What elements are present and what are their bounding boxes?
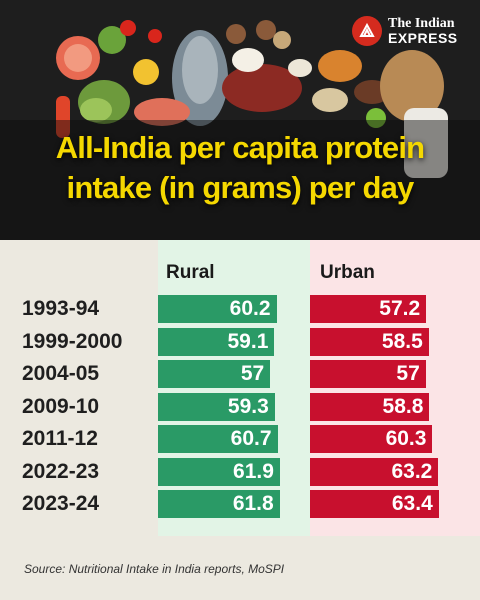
row-label: 2011-12 xyxy=(22,427,98,450)
rural-bar: 59.3 xyxy=(158,392,275,421)
brand-line-2: EXPRESS xyxy=(388,30,458,46)
brand-logo-icon xyxy=(352,16,382,46)
urban-bar: 60.3 xyxy=(310,425,433,453)
brand-logo: The Indian EXPRESS xyxy=(352,16,458,46)
chart-title-line-2: intake (in grams) per day xyxy=(66,170,415,205)
urban-bar: 58.8 xyxy=(310,392,430,421)
row-label: 2023-24 xyxy=(22,492,100,515)
urban-bar: 57.2 xyxy=(310,295,427,323)
rural-bar: 59.1 xyxy=(158,327,275,356)
brand-mark-icon xyxy=(359,22,375,37)
footer: Source: Nutritional Intake in India repo… xyxy=(0,536,480,600)
urban-bar: 63.2 xyxy=(310,457,439,486)
urban-bar: 57 xyxy=(310,360,426,388)
header-banner: The Indian EXPRESS All-India per capita … xyxy=(0,0,480,240)
chart-title-line-1: All-India per capita protein xyxy=(55,130,425,165)
food-photo-illustration xyxy=(0,0,480,240)
urban-bar: 58.5 xyxy=(310,327,429,356)
rural-bar: 60.2 xyxy=(158,295,277,323)
urban-column-background xyxy=(310,240,480,536)
chart-table: Rural Urban 1993-94 60.2 57.2 1999-2000 59.1… xyxy=(0,240,480,536)
source-note: Source: Nutritional Intake in India repo… xyxy=(24,562,285,576)
rural-column-background xyxy=(158,240,310,536)
brand-line-1: The Indian xyxy=(388,16,455,31)
chart-title: All-India per capita protein intake (in … xyxy=(0,128,480,208)
urban-bar: 63.4 xyxy=(310,490,439,518)
rural-bar: 57 xyxy=(158,360,271,388)
row-label: 1999-2000 xyxy=(22,329,123,353)
rural-bar: 61.9 xyxy=(158,457,280,486)
row-label: 2022-23 xyxy=(22,459,100,483)
legend-urban: Urban xyxy=(320,262,375,283)
legend-rural: Rural xyxy=(166,262,215,283)
row-label: 2004-05 xyxy=(22,362,100,385)
rural-bar: 61.8 xyxy=(158,490,280,518)
row-label: 2009-10 xyxy=(22,394,100,418)
rural-bar: 60.7 xyxy=(158,425,278,453)
row-label: 1993-94 xyxy=(22,297,100,320)
